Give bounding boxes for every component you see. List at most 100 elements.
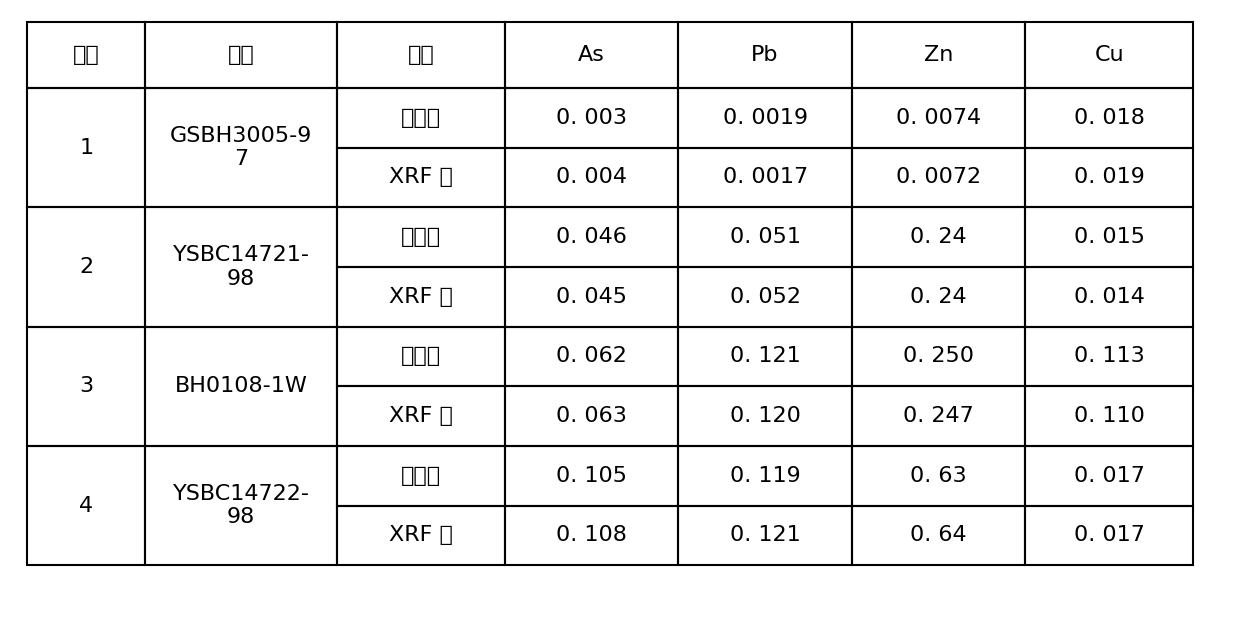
Bar xyxy=(27,207,145,327)
Bar xyxy=(852,88,1025,148)
Text: 0. 0074: 0. 0074 xyxy=(897,108,981,127)
Bar xyxy=(337,267,505,327)
Text: 0. 120: 0. 120 xyxy=(729,406,801,426)
Bar xyxy=(145,207,337,327)
Text: 0. 0072: 0. 0072 xyxy=(897,168,981,187)
Text: 0. 250: 0. 250 xyxy=(903,347,975,366)
Text: 0. 004: 0. 004 xyxy=(556,168,627,187)
Text: Pb: Pb xyxy=(751,45,779,65)
Bar xyxy=(852,506,1025,565)
Text: 0. 24: 0. 24 xyxy=(910,287,967,306)
Bar xyxy=(852,327,1025,386)
Bar xyxy=(505,22,678,88)
Text: XRF 値: XRF 値 xyxy=(389,287,453,306)
Text: 0. 247: 0. 247 xyxy=(903,406,975,426)
Bar xyxy=(852,148,1025,207)
Text: 0. 110: 0. 110 xyxy=(1074,406,1145,426)
Text: 0. 63: 0. 63 xyxy=(910,466,967,485)
Text: 0. 051: 0. 051 xyxy=(729,227,801,247)
Bar xyxy=(678,446,852,506)
Bar xyxy=(678,88,852,148)
Bar xyxy=(678,327,852,386)
Text: Zn: Zn xyxy=(924,45,954,65)
Text: 结果: 结果 xyxy=(408,45,434,65)
Text: XRF 値: XRF 値 xyxy=(389,406,453,426)
Text: 序号: 序号 xyxy=(73,45,99,65)
Text: 0. 046: 0. 046 xyxy=(556,227,627,247)
Bar xyxy=(1025,506,1193,565)
Bar xyxy=(505,267,678,327)
Bar xyxy=(337,506,505,565)
Bar xyxy=(27,446,145,565)
Text: 编号: 编号 xyxy=(228,45,254,65)
Text: As: As xyxy=(578,45,605,65)
Text: 化学値: 化学値 xyxy=(401,227,441,247)
Text: 0. 017: 0. 017 xyxy=(1074,526,1145,545)
Bar xyxy=(27,88,145,207)
Bar xyxy=(852,446,1025,506)
Bar xyxy=(505,446,678,506)
Bar xyxy=(678,207,852,267)
Bar xyxy=(678,506,852,565)
Bar xyxy=(678,22,852,88)
Text: 0. 003: 0. 003 xyxy=(556,108,627,127)
Bar xyxy=(852,22,1025,88)
Bar xyxy=(337,88,505,148)
Text: 0. 018: 0. 018 xyxy=(1074,108,1145,127)
Text: 0. 119: 0. 119 xyxy=(729,466,801,485)
Bar xyxy=(678,148,852,207)
Text: 0. 108: 0. 108 xyxy=(556,526,627,545)
Bar xyxy=(505,207,678,267)
Text: 0. 015: 0. 015 xyxy=(1074,227,1145,247)
Bar xyxy=(337,207,505,267)
Bar xyxy=(27,327,145,446)
Text: 化学値: 化学値 xyxy=(401,347,441,366)
Bar xyxy=(678,267,852,327)
Text: 0. 014: 0. 014 xyxy=(1074,287,1145,306)
Text: 0. 64: 0. 64 xyxy=(910,526,967,545)
Bar xyxy=(852,267,1025,327)
Bar xyxy=(1025,267,1193,327)
Bar xyxy=(1025,22,1193,88)
Bar xyxy=(337,22,505,88)
Text: 2: 2 xyxy=(79,257,93,277)
Bar xyxy=(337,446,505,506)
Text: 0. 0017: 0. 0017 xyxy=(723,168,807,187)
Text: 0. 019: 0. 019 xyxy=(1074,168,1145,187)
Bar xyxy=(1025,446,1193,506)
Bar xyxy=(505,506,678,565)
Text: 4: 4 xyxy=(79,495,93,516)
Text: 0. 105: 0. 105 xyxy=(556,466,627,485)
Text: YSBC14722-
98: YSBC14722- 98 xyxy=(172,484,310,527)
Text: 0. 113: 0. 113 xyxy=(1074,347,1145,366)
Bar xyxy=(505,386,678,446)
Bar xyxy=(505,327,678,386)
Bar xyxy=(145,327,337,446)
Bar xyxy=(145,22,337,88)
Text: 0. 063: 0. 063 xyxy=(556,406,627,426)
Bar xyxy=(1025,327,1193,386)
Bar xyxy=(1025,88,1193,148)
Bar xyxy=(1025,207,1193,267)
Text: 3: 3 xyxy=(79,376,93,396)
Bar xyxy=(852,386,1025,446)
Text: 化学値: 化学値 xyxy=(401,108,441,127)
Text: Cu: Cu xyxy=(1095,45,1123,65)
Bar xyxy=(337,386,505,446)
Text: GSBH3005-9
7: GSBH3005-9 7 xyxy=(170,126,312,169)
Text: 0. 121: 0. 121 xyxy=(729,347,801,366)
Bar xyxy=(678,386,852,446)
Text: 0. 24: 0. 24 xyxy=(910,227,967,247)
Bar xyxy=(27,22,145,88)
Bar xyxy=(852,207,1025,267)
Bar xyxy=(1025,148,1193,207)
Text: 0. 121: 0. 121 xyxy=(729,526,801,545)
Bar xyxy=(145,446,337,565)
Bar xyxy=(1025,386,1193,446)
Text: XRF 値: XRF 値 xyxy=(389,168,453,187)
Bar xyxy=(505,148,678,207)
Bar xyxy=(145,88,337,207)
Text: 0. 0019: 0. 0019 xyxy=(723,108,807,127)
Bar xyxy=(337,148,505,207)
Bar xyxy=(505,88,678,148)
